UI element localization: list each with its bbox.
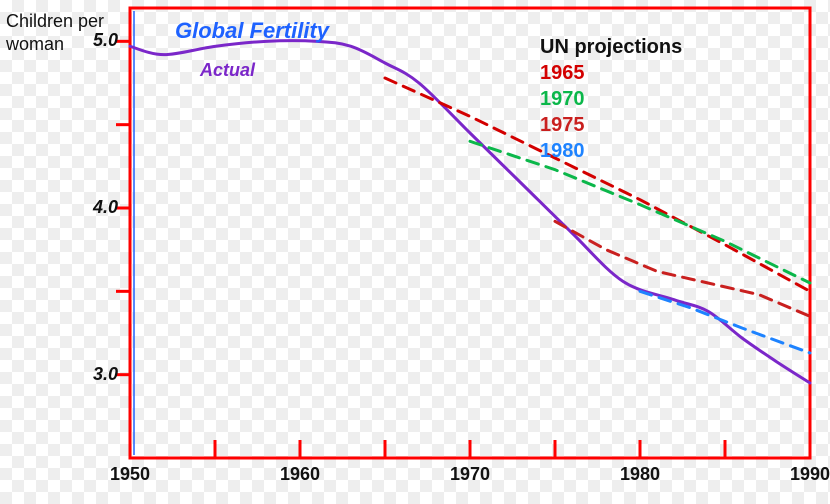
x-tick-label: 1950 — [100, 464, 160, 485]
actual-series-label: Actual — [200, 60, 255, 81]
chart-container: Children perwoman Global Fertility Actua… — [0, 0, 830, 504]
y-tick-label: 3.0 — [78, 364, 118, 385]
y-tick-label: 4.0 — [78, 197, 118, 218]
y-tick-label: 5.0 — [78, 30, 118, 51]
legend-item-1970: 1970 — [540, 88, 585, 111]
series-actual — [130, 41, 810, 383]
legend-header: UN projections — [540, 36, 682, 59]
series-proj_1980 — [640, 291, 810, 353]
x-tick-label: 1980 — [610, 464, 670, 485]
x-tick-label: 1960 — [270, 464, 330, 485]
legend-item-1975: 1975 — [540, 114, 585, 137]
legend-item-1965: 1965 — [540, 62, 585, 85]
chart-title: Global Fertility — [175, 18, 329, 44]
x-tick-label: 1990 — [780, 464, 830, 485]
chart-svg — [0, 0, 830, 504]
x-tick-label: 1970 — [440, 464, 500, 485]
series-proj_1970 — [470, 141, 810, 283]
legend-item-1980: 1980 — [540, 140, 585, 163]
